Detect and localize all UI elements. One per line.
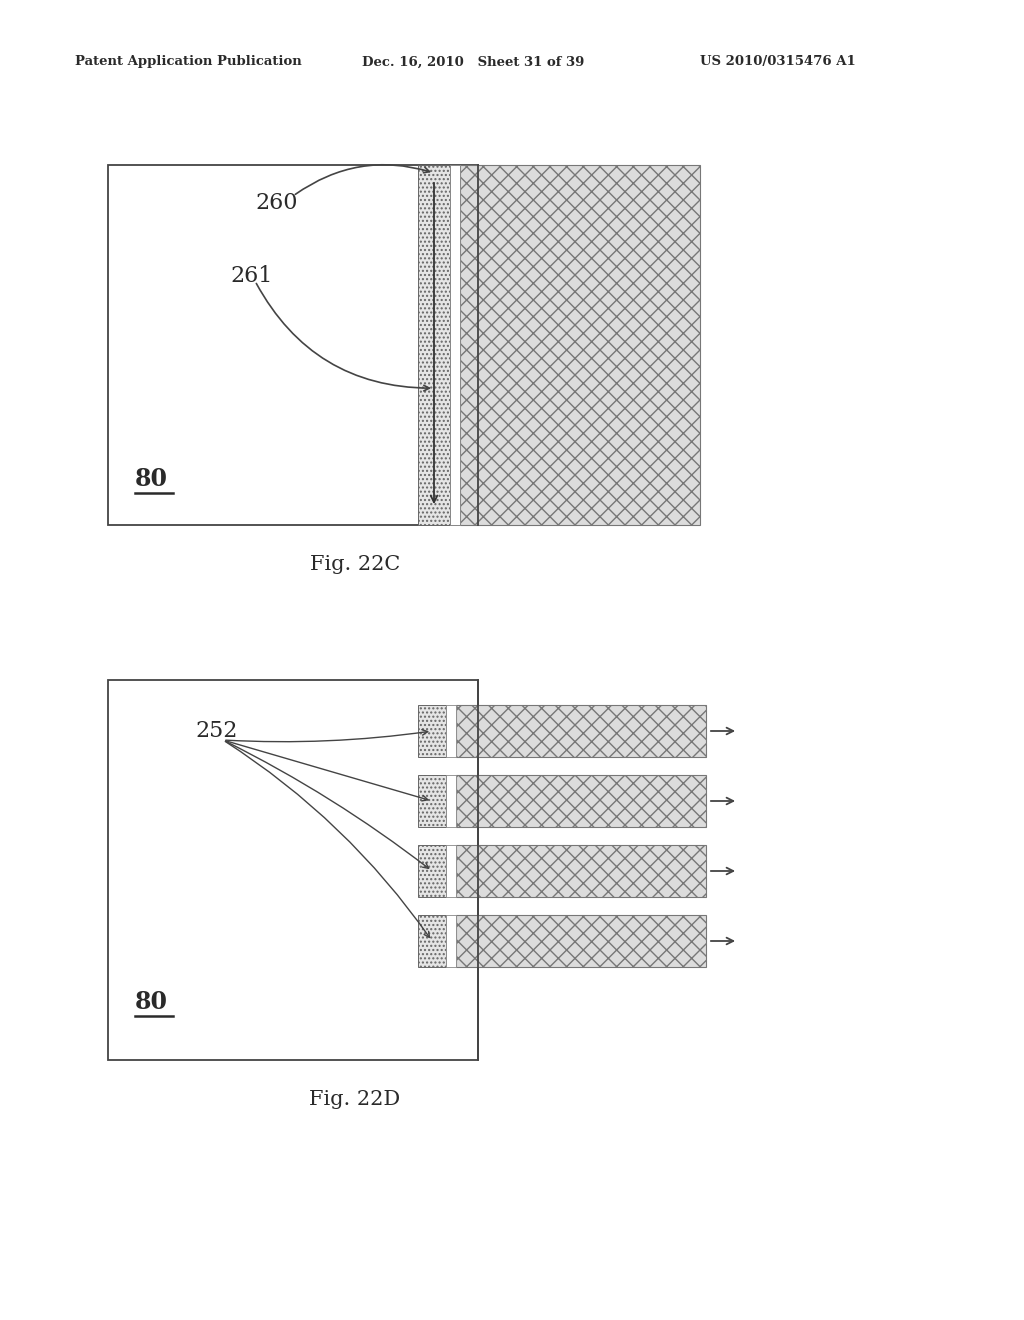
Bar (446, 705, 456, 756)
Bar (418, 915, 446, 968)
Text: 252: 252 (195, 719, 238, 742)
Text: Patent Application Publication: Patent Application Publication (75, 55, 302, 69)
Bar (418, 705, 446, 756)
Bar (418, 775, 446, 828)
Bar (460, 165, 700, 525)
Bar (108, 680, 478, 1060)
Text: Fig. 22C: Fig. 22C (310, 554, 400, 574)
Bar (456, 775, 706, 828)
Text: 80: 80 (135, 467, 168, 491)
Text: 261: 261 (230, 265, 272, 286)
Text: US 2010/0315476 A1: US 2010/0315476 A1 (700, 55, 856, 69)
Bar (446, 845, 456, 898)
Bar (446, 915, 456, 968)
Text: 80: 80 (135, 990, 168, 1014)
Bar (418, 165, 450, 525)
Bar (108, 165, 478, 525)
Bar (456, 845, 706, 898)
Bar (446, 775, 456, 828)
Text: 260: 260 (255, 191, 298, 214)
Bar (456, 705, 706, 756)
Bar (456, 915, 706, 968)
Text: Dec. 16, 2010   Sheet 31 of 39: Dec. 16, 2010 Sheet 31 of 39 (362, 55, 585, 69)
Bar (418, 845, 446, 898)
Bar (450, 165, 460, 525)
Text: Fig. 22D: Fig. 22D (309, 1090, 400, 1109)
